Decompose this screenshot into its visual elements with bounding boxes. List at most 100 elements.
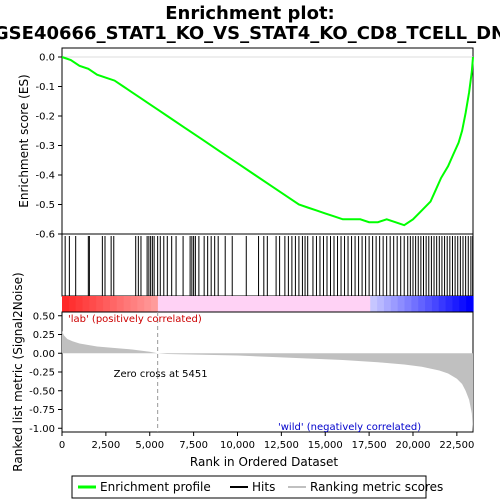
x-ticks: 0 2,500 5,000 7,500 10,000 12,500 15,000 17,500… xyxy=(59,432,474,451)
legend-metric-label: Ranking metric scores xyxy=(310,480,443,494)
es-y-axis-label: Enrichment score (ES) xyxy=(17,74,31,207)
color-bar-segment xyxy=(356,296,364,312)
x-axis-label: Rank in Ordered Dataset xyxy=(190,455,338,469)
color-bar-segment xyxy=(363,296,371,312)
color-bar-segment xyxy=(288,296,296,312)
color-bar-segment xyxy=(205,296,214,312)
chart-title-line1: Enrichment plot: xyxy=(165,3,335,24)
color-bar-segment xyxy=(157,296,166,312)
color-bar-segment xyxy=(103,296,111,312)
color-bar-segment xyxy=(130,296,138,312)
color-bar-segment xyxy=(96,296,104,312)
metric-y-tick-label: -0.25 xyxy=(29,368,55,379)
negative-label: 'wild' (negatively correlated) xyxy=(278,422,421,433)
color-bar-segment xyxy=(137,296,145,312)
color-bar-segment xyxy=(68,296,77,312)
positive-label: 'lab' (positively correlated) xyxy=(68,314,202,325)
color-bar-segment xyxy=(329,296,337,312)
es-y-tick-label: 0.0 xyxy=(39,53,55,64)
color-bar-segment xyxy=(445,296,454,312)
legend-enrichment-label: Enrichment profile xyxy=(100,480,211,494)
color-bar-segment xyxy=(164,296,173,312)
color-bar-segment xyxy=(315,296,323,312)
x-tick-label: 22,500 xyxy=(439,440,474,451)
es-y-ticks: 0.0 -0.1 -0.2 -0.3 -0.4 -0.5 -0.6 xyxy=(35,53,62,241)
color-bar-segment xyxy=(274,296,282,312)
metric-y-axis-label: Ranked list metric (Signal2Noise) xyxy=(11,272,25,471)
color-bar-segment xyxy=(370,296,378,312)
color-bar-segment xyxy=(253,296,262,312)
color-bar-segment xyxy=(116,296,125,312)
color-bar-segment xyxy=(349,296,358,312)
color-bar-segment xyxy=(212,296,221,312)
x-tick-label: 0 xyxy=(59,440,65,451)
color-bar-segment xyxy=(336,296,344,312)
hit-markers xyxy=(64,236,474,296)
color-bar-segment xyxy=(233,296,241,312)
color-bar-segment xyxy=(342,296,351,312)
metric-y-tick-label: 0.00 xyxy=(33,349,55,360)
color-bar-segment xyxy=(308,296,317,312)
color-bar-segment xyxy=(294,296,303,312)
ranking-metric-area xyxy=(62,330,473,432)
x-tick-label: 7,500 xyxy=(179,440,208,451)
x-tick-label: 12,500 xyxy=(264,440,299,451)
color-bar-segment xyxy=(411,296,419,312)
color-bar-segment xyxy=(459,296,467,312)
metric-y-tick-label: -1.00 xyxy=(29,424,55,435)
x-tick-label: 20,000 xyxy=(395,440,430,451)
es-y-tick-label: -0.4 xyxy=(35,171,55,182)
metric-y-tick-label: 0.25 xyxy=(33,330,55,341)
color-bar-segment xyxy=(89,296,97,312)
x-tick-label: 2,500 xyxy=(92,440,121,451)
metric-y-tick-label: -0.75 xyxy=(29,405,55,416)
color-bar-segment xyxy=(397,296,406,312)
color-bar-segment xyxy=(404,296,412,312)
color-bar-segment xyxy=(219,296,227,312)
color-bar-segment xyxy=(246,296,255,312)
color-bar-segment xyxy=(178,296,186,312)
color-bar-segment xyxy=(301,296,310,312)
color-bar-segment xyxy=(431,296,440,312)
color-bar-segment xyxy=(62,296,70,312)
color-bar-segment xyxy=(226,296,234,312)
color-bar-segment xyxy=(75,296,84,312)
color-bar-segment xyxy=(240,296,248,312)
es-y-tick-label: -0.2 xyxy=(35,112,55,123)
enrichment-profile-line xyxy=(61,56,474,227)
color-bar-segment xyxy=(466,296,474,312)
color-bar-segment xyxy=(418,296,426,312)
metric-y-tick-label: 0.50 xyxy=(33,311,55,322)
color-bar-segment xyxy=(192,296,200,312)
color-bar-segment xyxy=(123,296,132,312)
x-tick-label: 15,000 xyxy=(308,440,343,451)
x-tick-label: 5,000 xyxy=(135,440,164,451)
es-y-tick-label: -0.3 xyxy=(35,141,55,152)
color-bar-segment xyxy=(390,296,399,312)
legend-hits-label: Hits xyxy=(252,480,275,494)
es-panel xyxy=(61,47,474,235)
x-tick-label: 10,000 xyxy=(220,440,255,451)
color-bar-segment xyxy=(438,296,447,312)
color-bar-segment xyxy=(199,296,207,312)
color-bar-segment xyxy=(151,296,159,312)
es-y-tick-label: -0.6 xyxy=(35,230,55,241)
color-bar-segment xyxy=(185,296,193,312)
color-bar-segment xyxy=(383,296,392,312)
color-bar-segment xyxy=(171,296,180,312)
legend-box xyxy=(71,475,427,499)
zero-cross-label: Zero cross at 5451 xyxy=(114,369,208,380)
rank-color-bar xyxy=(62,296,474,312)
chart-title-line2: GSE40666_STAT1_KO_VS_STAT4_KO_CD8_TCELL_… xyxy=(0,23,500,44)
es-y-tick-label: -0.5 xyxy=(35,200,55,211)
color-bar-segment xyxy=(144,296,152,312)
color-bar-segment xyxy=(260,296,269,312)
es-y-tick-label: -0.1 xyxy=(35,82,55,93)
color-bar-segment xyxy=(452,296,460,312)
color-bar-segment xyxy=(281,296,289,312)
color-bar-segment xyxy=(377,296,385,312)
color-bar-segment xyxy=(82,296,90,312)
color-bar-segment xyxy=(322,296,330,312)
metric-y-tick-label: -0.50 xyxy=(29,386,55,397)
